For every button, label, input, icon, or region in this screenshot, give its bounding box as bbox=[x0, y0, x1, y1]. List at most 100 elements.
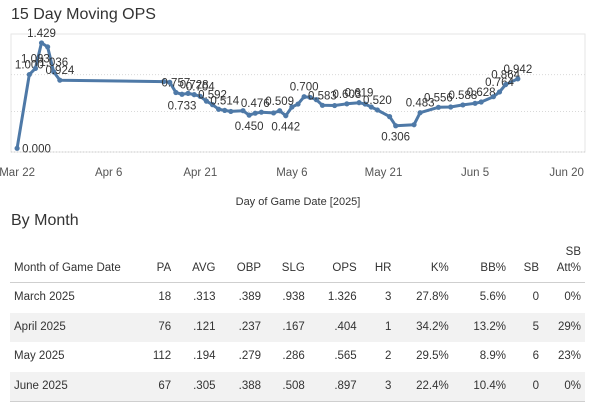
cell-hr: 1 bbox=[360, 312, 396, 342]
cell-hr: 3 bbox=[360, 371, 396, 402]
data-point bbox=[478, 99, 484, 105]
chart-title: 15 Day Moving OPS bbox=[11, 6, 156, 23]
data-point bbox=[332, 102, 338, 109]
header-obp[interactable]: OBP bbox=[219, 242, 266, 283]
data-point bbox=[313, 97, 319, 103]
cell-hr: 2 bbox=[385, 350, 392, 362]
table-row: May 2025 112 .194 .279 .286 .565 2 29.5%… bbox=[10, 342, 585, 372]
x-tick-label: May 6 bbox=[276, 167, 307, 179]
data-point bbox=[191, 92, 197, 98]
data-point bbox=[216, 106, 222, 112]
x-tick-label: Jun 20 bbox=[549, 167, 584, 179]
cell-obp: .237 bbox=[219, 312, 266, 342]
data-label: 0.619 bbox=[345, 88, 374, 100]
data-point bbox=[515, 76, 521, 82]
data-point bbox=[283, 113, 289, 119]
ops-line-chart: Mar 22 Apr 6 Apr 21 May 6 May 21 Jun 5 Jun 20 D… bbox=[0, 28, 586, 208]
x-tick-label: Jun 5 bbox=[461, 167, 489, 179]
data-point bbox=[203, 98, 210, 104]
data-point bbox=[472, 100, 478, 106]
data-label: 0.000 bbox=[22, 143, 51, 155]
data-point bbox=[32, 65, 39, 72]
cell-sb-att-pct: 29% bbox=[543, 312, 585, 342]
header-k-pct[interactable]: K% bbox=[395, 242, 453, 283]
cell-k-pct: 27.8% bbox=[416, 291, 449, 303]
data-label: 0.520 bbox=[363, 95, 392, 107]
cell-month: June 2025 bbox=[10, 371, 138, 402]
data-point bbox=[209, 102, 216, 108]
plot-area bbox=[10, 33, 586, 153]
cell-ops: 1.326 bbox=[327, 291, 357, 303]
header-ops[interactable]: OPS bbox=[308, 242, 361, 283]
data-point bbox=[197, 93, 203, 99]
data-point bbox=[289, 104, 295, 110]
data-label: 0.733 bbox=[168, 100, 197, 112]
x-tick-label: Mar 22 bbox=[0, 167, 35, 179]
data-point bbox=[448, 104, 454, 110]
cell-avg: .121 bbox=[175, 312, 220, 342]
cell-sb-att-pct: 0% bbox=[543, 371, 585, 402]
data-point bbox=[386, 114, 393, 120]
data-label: 0.728 bbox=[180, 80, 209, 92]
header-month[interactable]: Month of Game Date bbox=[10, 242, 138, 283]
cell-month: April 2025 bbox=[10, 312, 138, 342]
data-label: 0.588 bbox=[448, 90, 477, 102]
data-label: 0.942 bbox=[503, 64, 532, 76]
cell-month: May 2025 bbox=[14, 350, 65, 362]
cell-bb-pct: 13.2% bbox=[452, 312, 510, 342]
data-point bbox=[460, 102, 466, 108]
header-slg[interactable]: SLG bbox=[265, 242, 309, 283]
data-point bbox=[301, 94, 307, 100]
data-point bbox=[490, 94, 497, 100]
header-bb-pct[interactable]: BB% bbox=[452, 242, 510, 283]
by-month-table: Month of Game Date PA AVG OBP SLG OPS HR… bbox=[10, 242, 585, 402]
header-sb-att-pct[interactable]: SB Att% bbox=[543, 242, 585, 283]
cell-pa: 18 bbox=[158, 291, 172, 303]
cell-avg: .305 bbox=[175, 371, 220, 402]
cell-pa: 67 bbox=[138, 371, 176, 402]
cell-k-pct: 34.2% bbox=[395, 312, 453, 342]
data-label: 0.628 bbox=[467, 87, 496, 99]
data-point bbox=[51, 69, 57, 75]
cell-slg: .286 bbox=[282, 350, 305, 362]
data-point bbox=[45, 44, 51, 50]
data-point bbox=[411, 122, 417, 128]
data-label: 0.514 bbox=[210, 95, 239, 107]
header-sb[interactable]: SB bbox=[510, 242, 543, 283]
data-point bbox=[374, 107, 380, 113]
cell-sb: 6 bbox=[532, 350, 539, 362]
data-label: 0.442 bbox=[271, 122, 300, 134]
data-label: 0.704 bbox=[186, 81, 215, 93]
data-point bbox=[307, 94, 313, 101]
data-point bbox=[496, 89, 503, 95]
table-header-row: Month of Game Date PA AVG OBP SLG OPS HR… bbox=[10, 242, 585, 283]
data-point bbox=[246, 112, 252, 118]
header-pa[interactable]: PA bbox=[138, 242, 176, 283]
x-tick-label: Apr 21 bbox=[183, 167, 217, 179]
data-point bbox=[344, 101, 350, 107]
cell-ops: .404 bbox=[308, 312, 361, 342]
data-point bbox=[228, 108, 234, 115]
data-point bbox=[240, 108, 246, 114]
data-label: 0.509 bbox=[265, 96, 294, 108]
data-label: 0.592 bbox=[198, 90, 227, 102]
data-point bbox=[26, 71, 32, 78]
data-label: 0.603 bbox=[332, 89, 361, 101]
data-point bbox=[368, 104, 374, 110]
cell-k-pct: 29.5% bbox=[416, 350, 449, 362]
x-tick-label: Apr 6 bbox=[95, 167, 123, 179]
cell-slg: .508 bbox=[265, 371, 309, 402]
cell-obp: .389 bbox=[238, 291, 262, 303]
data-point bbox=[277, 108, 283, 114]
table-row: March 2025 18 .313 .389 .938 1.326 3 27.… bbox=[10, 283, 585, 313]
cell-pa: 112 bbox=[152, 350, 172, 362]
cell-avg: .313 bbox=[193, 291, 216, 303]
data-point bbox=[14, 145, 20, 151]
data-point bbox=[417, 110, 423, 116]
header-avg[interactable]: AVG bbox=[175, 242, 220, 283]
header-hr[interactable]: HR bbox=[360, 242, 396, 283]
data-point bbox=[252, 110, 258, 116]
cell-month: March 2025 bbox=[14, 291, 75, 303]
cell-bb-pct: 8.9% bbox=[479, 350, 506, 362]
by-month-title: By Month bbox=[11, 212, 79, 229]
